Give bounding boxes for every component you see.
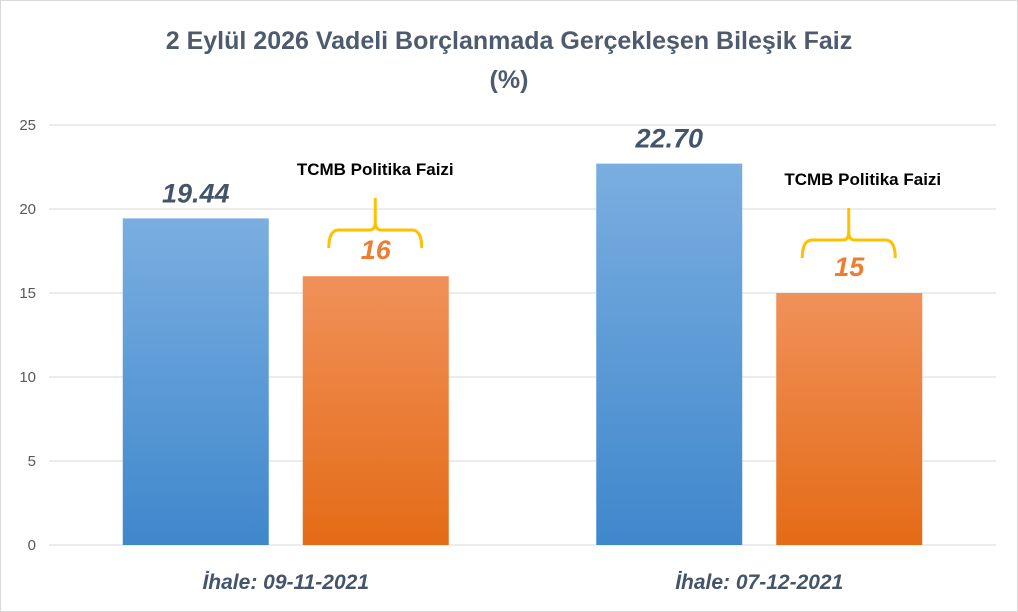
annotation-label: TCMB Politika Faizi bbox=[784, 170, 941, 189]
annotation-label: TCMB Politika Faizi bbox=[297, 160, 454, 179]
y-tick-label: 0 bbox=[28, 537, 36, 554]
bracket-annotation bbox=[800, 208, 897, 259]
y-tick-label: 25 bbox=[19, 117, 36, 134]
bar bbox=[776, 293, 923, 545]
y-tick-label: 10 bbox=[19, 369, 36, 386]
bar bbox=[122, 218, 269, 545]
category-label: İhale: 09-11-2021 bbox=[202, 571, 369, 594]
bars-layer bbox=[122, 163, 923, 545]
data-label: 16 bbox=[361, 235, 392, 265]
y-tick-label: 5 bbox=[28, 453, 36, 470]
y-tick-label: 15 bbox=[19, 285, 36, 302]
data-label: 19.44 bbox=[162, 178, 230, 208]
data-label: 15 bbox=[834, 252, 865, 282]
category-label: İhale: 07-12-2021 bbox=[675, 571, 843, 594]
chart-title: 2 Eylül 2026 Vadeli Borçlanmada Gerçekle… bbox=[166, 27, 852, 55]
chart-subtitle: (%) bbox=[490, 66, 529, 94]
labels-layer: 0 5 10 15 20 25 İhale: 09-11-2021 19.44 16 TCMB P… bbox=[19, 117, 941, 594]
bracket-annotation bbox=[327, 198, 424, 249]
bar bbox=[596, 163, 743, 545]
data-label: 22.70 bbox=[634, 124, 703, 154]
y-tick-label: 20 bbox=[19, 201, 36, 218]
bar bbox=[302, 276, 449, 545]
